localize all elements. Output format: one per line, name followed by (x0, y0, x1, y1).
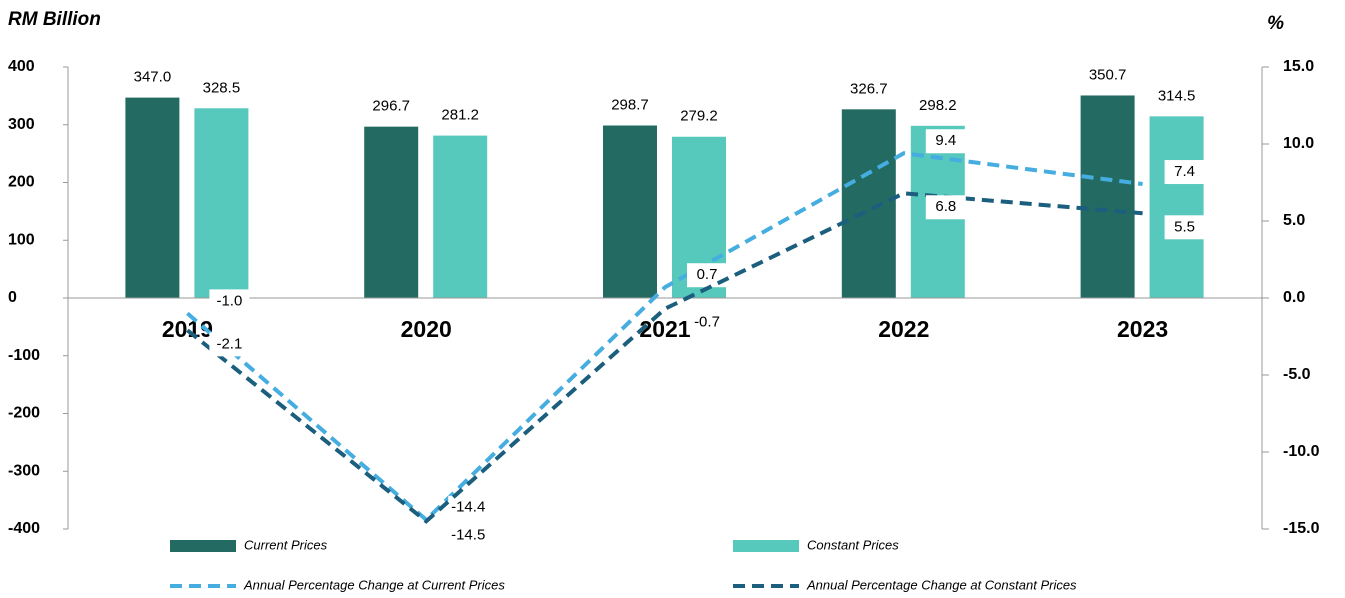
bar (125, 97, 180, 298)
label-box (209, 289, 250, 314)
y-tick-label: -300 (8, 462, 40, 479)
line-value-label: 7.4 (1174, 163, 1195, 180)
line-value-label: -14.5 (451, 526, 485, 543)
legend-label: Constant Prices (807, 537, 899, 552)
label-box (1164, 215, 1205, 240)
bar (603, 125, 657, 298)
y-tick-label: 400 (8, 58, 35, 75)
bar-value-label: 298.7 (611, 96, 649, 113)
y-tick-label: 300 (8, 116, 35, 133)
y2-tick-label: 0.0 (1283, 289, 1305, 306)
line-value-label: 5.5 (1174, 218, 1195, 235)
label-box (687, 310, 727, 335)
y2-tick-label: -5.0 (1283, 366, 1311, 383)
y-tick-label: 0 (8, 289, 17, 306)
y2-tick-label: 15.0 (1283, 58, 1314, 75)
bar-value-label: 326.7 (850, 80, 888, 97)
line-value-label: 0.7 (697, 266, 718, 283)
bar-value-label: 347.0 (134, 69, 172, 86)
legend-swatch (170, 540, 236, 552)
line-value-label: -2.1 (216, 335, 242, 352)
y-tick-label: -200 (8, 405, 40, 422)
line-value-label: -0.7 (694, 314, 720, 331)
y2-tick-label: 10.0 (1283, 135, 1314, 152)
label-box (448, 495, 489, 520)
bar (433, 135, 488, 298)
x-tick-label: 2023 (1117, 316, 1168, 342)
y-tick-label: 100 (8, 231, 35, 248)
bar-value-label: 281.2 (441, 107, 479, 124)
line-value-label: 9.4 (935, 132, 956, 149)
label-box (925, 195, 966, 220)
label-box (448, 523, 489, 548)
x-tick-label: 2022 (878, 316, 929, 342)
bar-value-label: 350.7 (1089, 66, 1127, 83)
y-tick-label: 200 (8, 174, 35, 191)
bar-value-label: 314.5 (1158, 87, 1196, 104)
legend-label: Annual Percentage Change at Current Pric… (243, 577, 505, 592)
label-box (209, 332, 250, 357)
line-value-label: -14.4 (451, 499, 485, 516)
bar (194, 108, 249, 298)
line-value-label: -1.0 (216, 292, 242, 309)
line (186, 191, 1143, 524)
bar-value-label: 298.2 (919, 97, 957, 114)
bar-value-label: 328.5 (203, 79, 241, 96)
x-tick-label: 2020 (401, 316, 452, 342)
y-tick-label: -100 (8, 347, 40, 364)
y-tick-label: -400 (8, 520, 40, 537)
legend-label: Current Prices (244, 537, 328, 552)
legend-swatch (733, 540, 799, 552)
bar-value-label: 279.2 (680, 108, 718, 125)
bar (1080, 95, 1135, 298)
label-box (925, 129, 966, 154)
line-value-label: 6.8 (935, 198, 956, 215)
y2-axis-title: % (1267, 13, 1284, 34)
bar-value-label: 296.7 (372, 98, 410, 115)
bar (364, 126, 419, 298)
y2-tick-label: 5.0 (1283, 212, 1305, 229)
bar (841, 109, 896, 298)
y-axis-title: RM Billion (8, 9, 101, 30)
y2-tick-label: -10.0 (1283, 443, 1320, 460)
x-tick-label: 2021 (639, 316, 690, 342)
bar (1149, 116, 1204, 298)
legend-label: Annual Percentage Change at Constant Pri… (806, 577, 1077, 592)
y2-tick-label: -15.0 (1283, 520, 1320, 537)
line (186, 151, 1143, 523)
label-box (1164, 160, 1205, 185)
